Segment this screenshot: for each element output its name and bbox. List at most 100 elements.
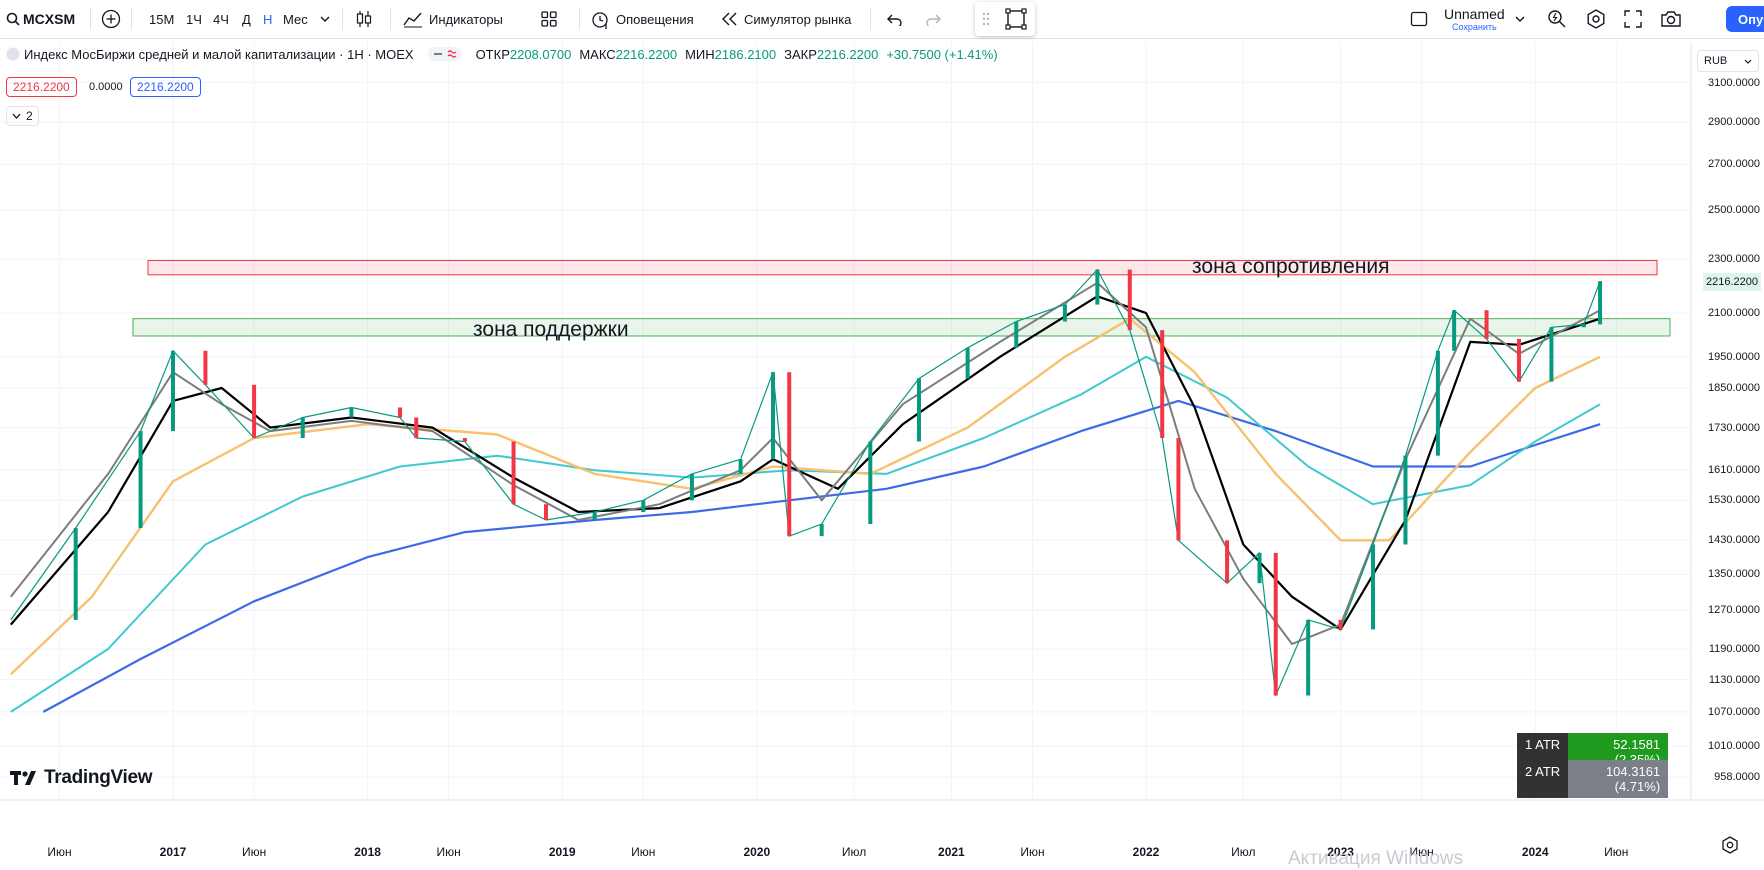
time-axis-label: Июл xyxy=(841,845,867,859)
candle[interactable] xyxy=(1452,310,1457,351)
candle[interactable] xyxy=(414,417,419,438)
bar-replay-button[interactable]: Симулятор рынка xyxy=(722,0,851,38)
candle[interactable] xyxy=(641,500,646,513)
candle[interactable] xyxy=(1225,540,1230,584)
snapshot-button[interactable] xyxy=(1660,0,1682,38)
fullscreen-button[interactable] xyxy=(1624,0,1642,38)
time-axis-label: Июн xyxy=(631,845,656,859)
candle[interactable] xyxy=(1403,455,1408,545)
redo-button[interactable] xyxy=(925,0,941,38)
time-axis-label: Июн xyxy=(1409,845,1434,859)
timeframe-1h[interactable]: 1Ч xyxy=(186,11,202,27)
candle[interactable] xyxy=(462,437,467,442)
candle[interactable] xyxy=(819,523,824,537)
candle[interactable] xyxy=(138,431,143,529)
tradingview-logo[interactable]: TradingView xyxy=(10,767,153,789)
candle[interactable] xyxy=(171,350,175,432)
ohlc-high: МАКС2216.2200 xyxy=(579,46,678,62)
candle[interactable] xyxy=(1338,619,1343,630)
alerts-button[interactable]: Оповещения xyxy=(590,0,694,38)
sell-price-box[interactable]: 2216.2200 xyxy=(6,77,77,97)
candle[interactable] xyxy=(787,372,792,537)
series-sma-100[interactable] xyxy=(10,355,1601,713)
settings-button[interactable] xyxy=(1586,0,1606,38)
layout-name-button[interactable]: Unnamed Сохранить xyxy=(1444,0,1505,38)
candle[interactable] xyxy=(1516,338,1521,382)
market-status-badge[interactable] xyxy=(427,47,462,61)
candle[interactable] xyxy=(398,407,403,418)
candle[interactable] xyxy=(1306,619,1311,696)
candle[interactable] xyxy=(1095,269,1100,305)
chart-type-button[interactable] xyxy=(355,0,373,38)
candle[interactable] xyxy=(965,347,970,379)
candle[interactable] xyxy=(543,504,548,520)
candle[interactable] xyxy=(916,378,921,442)
price-axis-label: 1190.0000 xyxy=(1708,642,1760,655)
timeframe-day[interactable]: Д xyxy=(242,11,251,27)
candle[interactable] xyxy=(738,459,743,474)
series-sma-50[interactable] xyxy=(9,317,1601,676)
candle[interactable] xyxy=(868,441,873,524)
time-axis-settings-icon[interactable] xyxy=(1721,836,1739,854)
price-axis-label: 1270.0000 xyxy=(1708,604,1760,617)
candle[interactable] xyxy=(1273,552,1278,696)
price-axis-label: 2300.0000 xyxy=(1708,253,1760,266)
price-axis-label: 1610.0000 xyxy=(1708,464,1760,477)
indicators-icon xyxy=(403,12,422,28)
candle[interactable] xyxy=(1127,269,1132,331)
atr-row-1: 1 ATR 52.1581 (2.35%) xyxy=(1517,733,1669,771)
candle[interactable] xyxy=(1014,321,1019,348)
candle[interactable] xyxy=(1598,281,1603,325)
candle[interactable] xyxy=(1257,552,1262,584)
square-icon xyxy=(1410,11,1428,27)
candle[interactable] xyxy=(1435,350,1440,456)
compare-symbol-button[interactable] xyxy=(101,0,121,38)
undo-button[interactable] xyxy=(887,0,903,38)
candle[interactable] xyxy=(1371,544,1376,630)
candle[interactable] xyxy=(300,417,305,438)
candle[interactable] xyxy=(203,350,208,385)
timeframe-month[interactable]: Мес xyxy=(283,11,308,27)
candle[interactable] xyxy=(1581,324,1586,328)
indicators-collapse-button[interactable]: 2 xyxy=(6,106,39,126)
timeframe-4h[interactable]: 4Ч xyxy=(213,11,229,27)
candle[interactable] xyxy=(252,384,257,438)
drag-handle-icon xyxy=(982,12,990,26)
drawing-tool-panel[interactable] xyxy=(975,2,1035,36)
rectangle-tool-icon xyxy=(1005,8,1027,30)
atr-value: 104.3161 (4.71%) xyxy=(1568,760,1669,798)
timeframe-15m[interactable]: 15М xyxy=(149,11,175,27)
candle[interactable] xyxy=(349,407,354,418)
symbol-search-button[interactable]: MCXSM xyxy=(6,0,75,38)
time-axis-label: 2023 xyxy=(1327,845,1354,859)
candle[interactable] xyxy=(1176,437,1181,541)
candle[interactable] xyxy=(1062,304,1067,322)
indicators-button[interactable]: Индикаторы xyxy=(403,0,503,38)
timeframe-week[interactable]: Н xyxy=(263,11,273,27)
buy-price-box[interactable]: 2216.2200 xyxy=(130,77,201,97)
support-zone-rect[interactable] xyxy=(132,318,1671,337)
atr-row-2: 2 ATR 104.3161 (4.71%) xyxy=(1517,760,1669,798)
candle[interactable] xyxy=(1160,330,1165,438)
quick-search-button[interactable] xyxy=(1547,0,1567,38)
atr-label: 2 ATR xyxy=(1517,760,1569,798)
currency-selector[interactable]: RUB xyxy=(1697,50,1759,72)
candle[interactable] xyxy=(1484,310,1489,339)
time-axis-label: 2022 xyxy=(1132,845,1160,859)
publish-button[interactable]: Опублико xyxy=(1726,6,1764,32)
resistance-zone-rect[interactable] xyxy=(147,259,1658,276)
layout-menu-dropdown[interactable] xyxy=(1515,0,1525,38)
candle[interactable] xyxy=(771,372,776,460)
candle[interactable] xyxy=(689,473,694,501)
candle[interactable] xyxy=(511,441,516,505)
toolbar-divider xyxy=(90,8,91,30)
layout-selector-toggle[interactable] xyxy=(1410,0,1428,38)
layouts-button[interactable] xyxy=(540,0,558,38)
candle[interactable] xyxy=(1549,327,1554,382)
timeframe-dropdown[interactable] xyxy=(320,0,330,38)
candle[interactable] xyxy=(592,512,597,520)
candle[interactable] xyxy=(73,528,78,620)
price-change: +30.7500 (+1.41%) xyxy=(886,46,998,62)
price-axis-label: 958.0000 xyxy=(1714,771,1760,784)
